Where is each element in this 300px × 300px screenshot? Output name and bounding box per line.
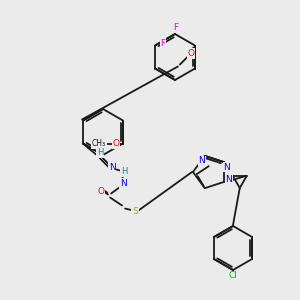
Text: H: H bbox=[97, 148, 103, 157]
Text: O: O bbox=[112, 139, 119, 148]
Text: CH₃: CH₃ bbox=[92, 139, 106, 148]
Text: Cl: Cl bbox=[229, 272, 237, 280]
Text: N: N bbox=[109, 163, 116, 172]
Text: O: O bbox=[98, 187, 105, 196]
Text: N: N bbox=[120, 179, 127, 188]
Text: N: N bbox=[224, 163, 230, 172]
Text: N: N bbox=[225, 176, 232, 184]
Text: S: S bbox=[132, 207, 138, 216]
Text: F: F bbox=[173, 22, 178, 32]
Text: F: F bbox=[160, 39, 166, 48]
Text: N: N bbox=[198, 156, 205, 165]
Text: O: O bbox=[188, 49, 194, 58]
Text: H: H bbox=[121, 167, 127, 176]
